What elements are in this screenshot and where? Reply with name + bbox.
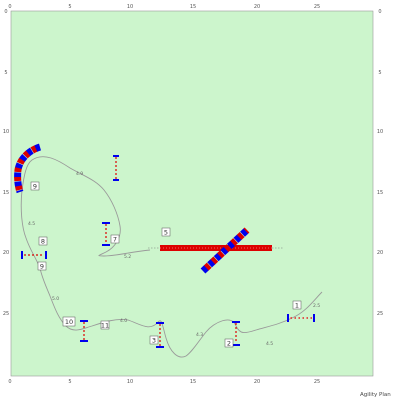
obstacle-number: 3 — [152, 337, 156, 345]
left-tick-5: 5 — [4, 70, 7, 76]
right-tick-10: 10 — [377, 129, 383, 135]
number-box — [62, 316, 76, 327]
distance-label: 4.3 — [196, 332, 203, 338]
top-tick-20: 20 — [254, 4, 260, 10]
right-tick-0: 0 — [378, 9, 381, 15]
right-tick-20: 20 — [377, 250, 383, 256]
jump-obstacle-2[interactable]: 2 — [224, 321, 240, 348]
number-box — [292, 300, 302, 310]
handler-path — [20, 156, 323, 358]
number-box — [161, 227, 171, 237]
obstacle-number: 9 — [40, 263, 44, 271]
top-tick-0: 0 — [8, 4, 11, 10]
distance-label: 5.0 — [52, 296, 59, 302]
number-box — [224, 338, 234, 348]
jump-obstacle-9[interactable]: 9 — [21, 251, 47, 271]
bottom-tick-0: 0 — [8, 379, 11, 385]
number-box — [38, 236, 48, 246]
jump-obstacle-3[interactable]: 3 — [149, 322, 164, 348]
number-box — [37, 261, 47, 271]
number-box — [30, 181, 40, 191]
bottom-tick-15: 15 — [190, 379, 196, 385]
bottom-tick-5: 5 — [68, 379, 71, 385]
right-axis-ticks: 0 5 10 15 20 25 — [377, 9, 383, 317]
top-tick-25: 25 — [314, 4, 320, 10]
distance-label: 4.0 — [120, 318, 127, 324]
distance-label: 4.5 — [266, 341, 273, 347]
dogwalk-obstacle-5[interactable]: 5 — [148, 227, 284, 251]
jump-obstacle-1[interactable]: 1 — [287, 300, 315, 322]
obstacle-number: 8 — [41, 238, 45, 246]
left-tick-20: 20 — [3, 250, 9, 256]
bottom-tick-10: 10 — [127, 379, 133, 385]
course-field — [10, 10, 374, 377]
number-box — [110, 234, 120, 244]
obstacle-number: 5 — [164, 229, 168, 237]
distance-label: 2.5 — [313, 303, 320, 309]
obstacle-number: 9 — [33, 183, 37, 191]
number-box — [100, 320, 110, 330]
obstacle-number: 7 — [113, 236, 117, 244]
distance-label: 4.5 — [28, 221, 35, 227]
tunnel-obstacle[interactable] — [200, 227, 250, 274]
jump-obstacle-upper[interactable] — [113, 155, 119, 181]
bottom-tick-20: 20 — [254, 379, 260, 385]
right-tick-25: 25 — [377, 311, 383, 317]
bottom-tick-25: 25 — [314, 379, 320, 385]
obstacle-number: 10 — [65, 318, 73, 326]
tunnel-obstacle-9[interactable]: 9 — [14, 143, 42, 194]
left-axis-ticks: 0 5 10 15 20 25 — [3, 9, 9, 317]
jump-obstacle-7[interactable]: 7 — [102, 222, 120, 246]
right-tick-15: 15 — [377, 190, 383, 196]
obstacle-number: 1 — [295, 302, 299, 310]
distance-label: 4.9 — [76, 171, 83, 177]
left-tick-15: 15 — [3, 190, 9, 196]
top-tick-10: 10 — [127, 4, 133, 10]
jump-obstacle-11[interactable]: 11 — [80, 320, 110, 342]
jump-obstacle-10[interactable]: 10 — [62, 316, 76, 327]
footer-label: Agility Plan — [360, 392, 391, 398]
obstacle-number: 2 — [227, 340, 231, 348]
right-tick-5: 5 — [378, 70, 381, 76]
left-tick-10: 10 — [3, 129, 9, 135]
left-tick-0: 0 — [4, 9, 7, 15]
jump-obstacle-8[interactable]: 8 — [38, 236, 48, 246]
obstacle-number: 11 — [101, 322, 109, 330]
top-tick-15: 15 — [190, 4, 196, 10]
distance-label: 5.2 — [124, 254, 131, 260]
top-tick-5: 5 — [68, 4, 71, 10]
number-box — [149, 335, 159, 345]
bottom-axis-ticks: 0 5 10 15 20 25 — [8, 379, 320, 385]
distance-labels: 2.5 4.5 4.3 4.0 5.0 4.5 4.9 5.2 — [28, 171, 320, 347]
left-tick-25: 25 — [3, 311, 9, 317]
top-axis-ticks: 0 5 10 15 20 25 — [8, 4, 320, 10]
